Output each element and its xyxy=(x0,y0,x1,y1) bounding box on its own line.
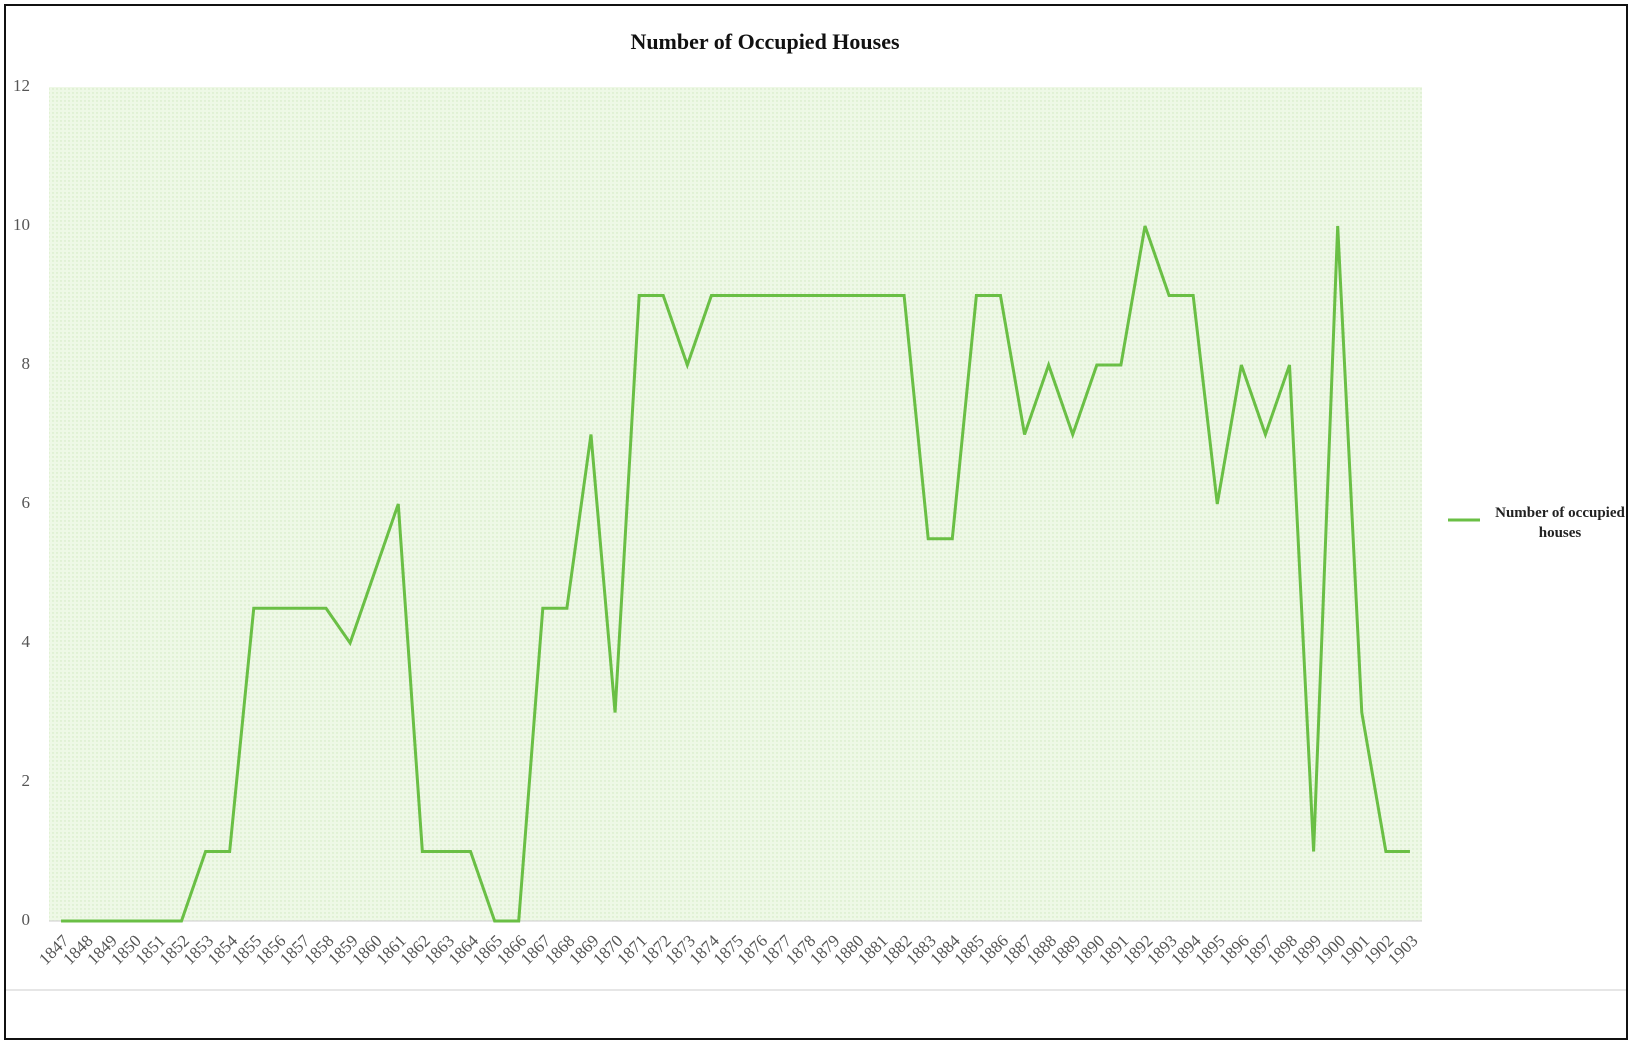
y-tick-label: 8 xyxy=(22,354,31,373)
y-tick-label: 0 xyxy=(22,910,31,929)
plot-area xyxy=(49,87,1422,921)
data-line xyxy=(61,225,1410,923)
chart-title: Number of Occupied Houses xyxy=(630,29,900,54)
x-tick-label: 1903 xyxy=(1384,931,1421,968)
y-tick-label: 4 xyxy=(22,632,31,651)
y-tick-label: 2 xyxy=(22,771,31,790)
legend-label: Number of occupied houses xyxy=(1495,505,1625,541)
y-tick-label: 12 xyxy=(13,76,30,95)
frame xyxy=(4,4,1628,1040)
y-tick-label: 10 xyxy=(13,215,30,234)
y-tick-label: 6 xyxy=(22,493,31,512)
